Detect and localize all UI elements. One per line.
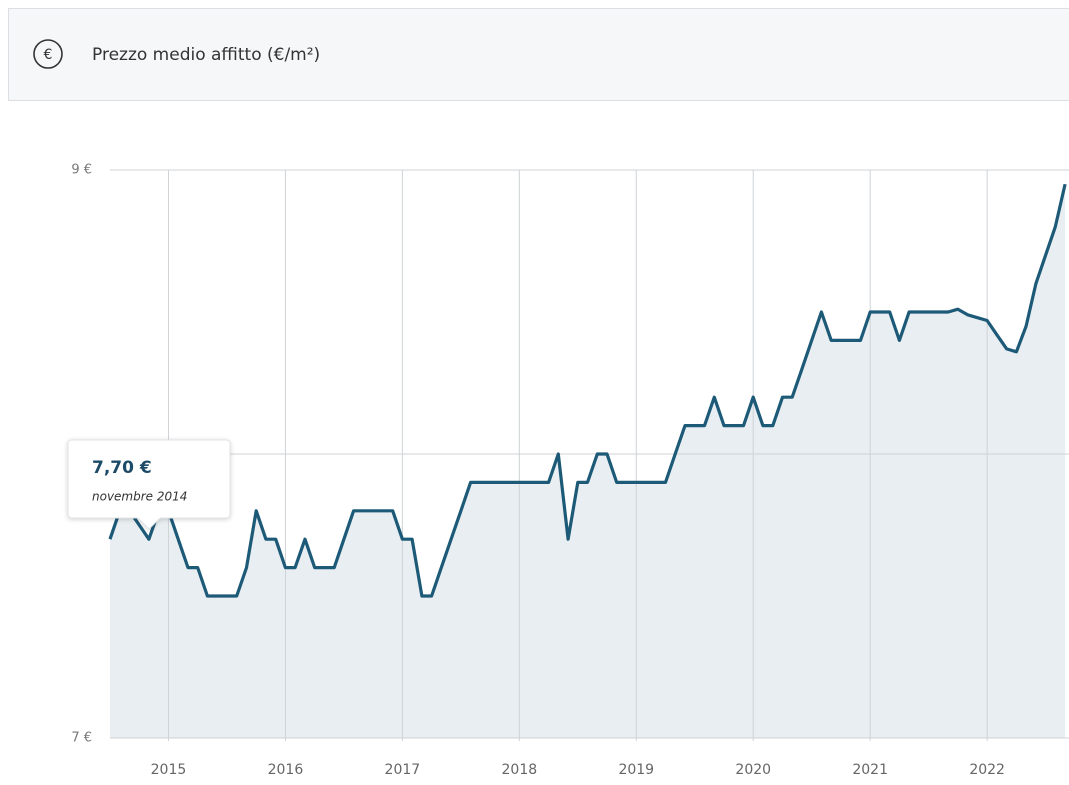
area: [110, 184, 1065, 738]
tooltip: [68, 440, 230, 529]
tooltip-box: [68, 440, 230, 529]
x-tick-label: 2016: [268, 762, 304, 778]
x-tick-label: 2020: [735, 762, 771, 778]
x-tick-label: 2022: [969, 762, 1005, 778]
tooltip-value: 7,70 €: [92, 458, 152, 478]
x-tick-label: 2015: [151, 762, 187, 778]
x-tick-label: 2021: [852, 762, 888, 778]
x-tick-label: 2018: [502, 762, 538, 778]
y-tick-label: 7 €: [71, 731, 92, 746]
header-title: Prezzo medio affitto (€/m²): [92, 45, 320, 65]
plot: 7 €8 €9 €2015201620172018201920202021202…: [68, 163, 1069, 779]
x-tick-label: 2017: [385, 762, 421, 778]
x-tick-label: 2019: [618, 762, 654, 778]
y-tick-label: 9 €: [71, 163, 92, 178]
tooltip-date: novembre 2014: [92, 490, 187, 504]
header-icon: €: [44, 47, 53, 63]
